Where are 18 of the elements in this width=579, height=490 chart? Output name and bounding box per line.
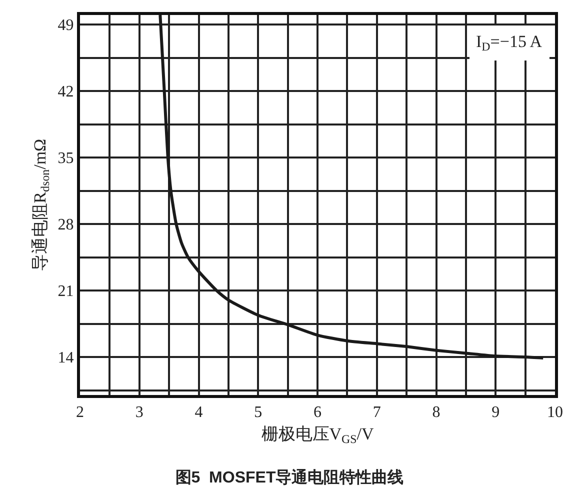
y-tick-label: 42 bbox=[58, 84, 74, 101]
y-tick-label: 14 bbox=[58, 350, 74, 367]
y-tick-label: 35 bbox=[58, 150, 74, 168]
x-tick-label: 2 bbox=[76, 404, 84, 422]
x-axis-title: 栅极电压V$_{GS}$/V bbox=[261, 424, 374, 446]
annotation: I$_{D}$=−15 A bbox=[476, 32, 543, 54]
x-tick-label: 6 bbox=[314, 404, 322, 422]
x-tick-label: 4 bbox=[194, 404, 203, 422]
x-tick-label: 8 bbox=[432, 404, 440, 422]
y-tick-label: 49 bbox=[58, 17, 74, 34]
x-tick-label: 7 bbox=[372, 404, 381, 422]
y-tick-label: 21 bbox=[58, 283, 74, 300]
x-tick-label: 10 bbox=[547, 404, 563, 422]
y-tick-label: 28 bbox=[58, 216, 74, 234]
x-tick-label: 9 bbox=[492, 404, 500, 422]
text: 图5 MOSFET导通电阻特性曲线 bbox=[175, 468, 404, 487]
x-tick-label: 3 bbox=[135, 404, 144, 422]
x-tick-label: 5 bbox=[254, 404, 262, 422]
